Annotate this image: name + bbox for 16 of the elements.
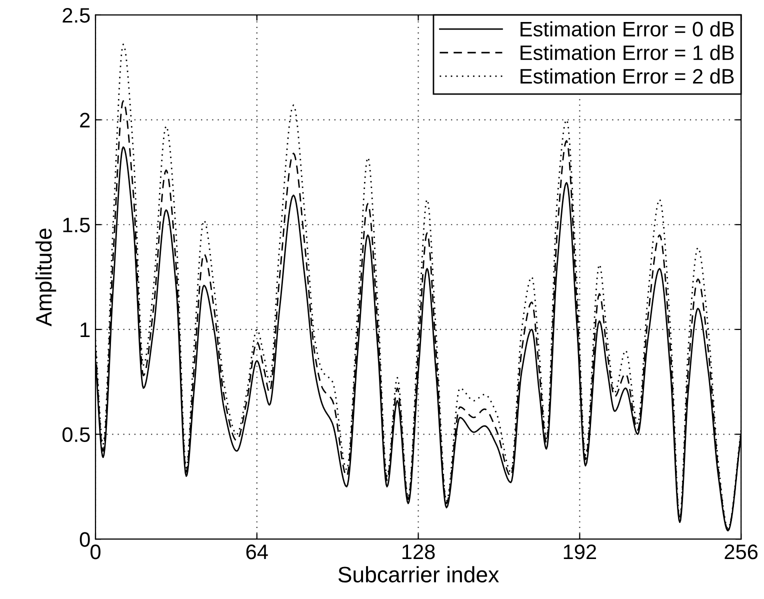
x-tick-label: 256	[724, 544, 758, 560]
y-tick-label: 2	[80, 112, 90, 128]
legend-label: Estimation Error = 2 dB	[520, 68, 734, 84]
y-tick-label: 0.5	[62, 427, 90, 442]
y-tick-label: 2.5	[62, 8, 90, 23]
y-tick-label: 1.5	[63, 218, 90, 232]
x-axis-title: Subcarrier index	[338, 566, 499, 582]
x-tick-label: 64	[246, 544, 268, 560]
x-tick-label: 128	[402, 544, 435, 560]
y-tick-label: 0	[80, 532, 90, 547]
y-axis-title: Amplitude	[35, 228, 56, 326]
legend-label: Estimation Error = 0 dB	[520, 21, 734, 37]
legend-label: Estimation Error = 1 dB	[520, 44, 734, 60]
x-tick-label: 192	[564, 544, 596, 560]
x-tick-label: 0	[90, 544, 100, 560]
y-tick-label: 1	[80, 322, 90, 337]
